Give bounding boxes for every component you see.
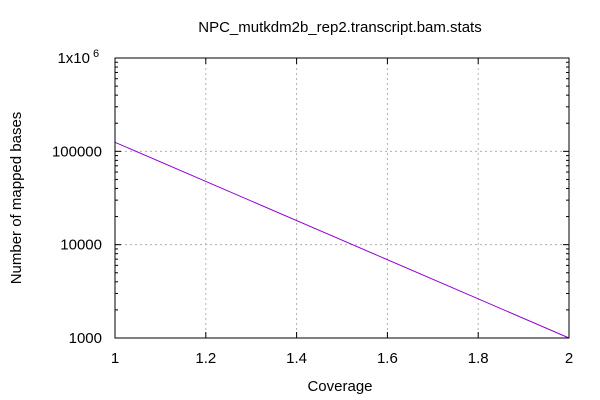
chart-title: NPC_mutkdm2b_rep2.transcript.bam.stats <box>198 19 481 36</box>
x-tick-label: 1 <box>111 350 119 367</box>
x-tick-label: 1.8 <box>468 350 489 367</box>
x-tick-label: 1.4 <box>286 350 307 367</box>
y-tick-label: 10000 <box>60 237 102 254</box>
y-tick-label: 1x10 <box>57 50 90 67</box>
y-axis-label: Number of mapped bases <box>8 112 25 285</box>
y-tick-label-exponent: 6 <box>93 48 99 60</box>
series-line <box>114 141 570 339</box>
plot-frame <box>114 57 570 339</box>
x-tick-label: 1.6 <box>377 350 398 367</box>
series-layer <box>114 141 570 339</box>
y-tick-label: 1000 <box>69 330 102 347</box>
y-tick-label: 100000 <box>52 143 102 160</box>
x-tick-label: 2 <box>565 350 573 367</box>
x-tick-label: 1.2 <box>195 350 216 367</box>
x-axis-label: Coverage <box>307 378 372 395</box>
grid <box>115 58 569 338</box>
ticks: 1 1.2 1.4 1.6 1.8 2 1000 10000 100000 1x10 6 <box>52 48 573 367</box>
